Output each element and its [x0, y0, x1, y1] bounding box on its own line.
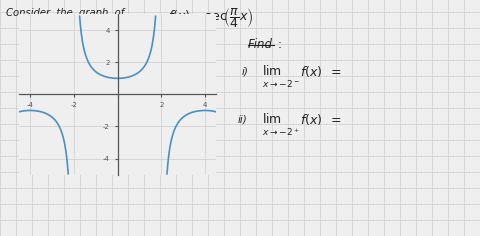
Text: $\lim$: $\lim$	[262, 112, 282, 126]
Text: ii): ii)	[238, 114, 248, 124]
Text: $f(x)$: $f(x)$	[300, 112, 323, 127]
Text: $=$: $=$	[328, 112, 342, 125]
Text: i): i)	[242, 66, 249, 76]
Text: $\lim$: $\lim$	[262, 64, 282, 78]
Text: $f(x)$: $f(x)$	[300, 64, 323, 79]
Text: $x{\to}{-2^-}$: $x{\to}{-2^-}$	[262, 78, 300, 89]
Text: :: :	[278, 38, 282, 51]
Text: $x{\to}{-2^+}$: $x{\to}{-2^+}$	[262, 126, 300, 138]
Text: Consider  the  graph  of: Consider the graph of	[6, 8, 124, 18]
Text: $f(x) = \mathrm{sec}\!\left(\dfrac{\pi}{4}x\right)$: $f(x) = \mathrm{sec}\!\left(\dfrac{\pi}{…	[168, 6, 253, 30]
Text: Find: Find	[248, 38, 273, 51]
Text: $=$: $=$	[328, 64, 342, 77]
